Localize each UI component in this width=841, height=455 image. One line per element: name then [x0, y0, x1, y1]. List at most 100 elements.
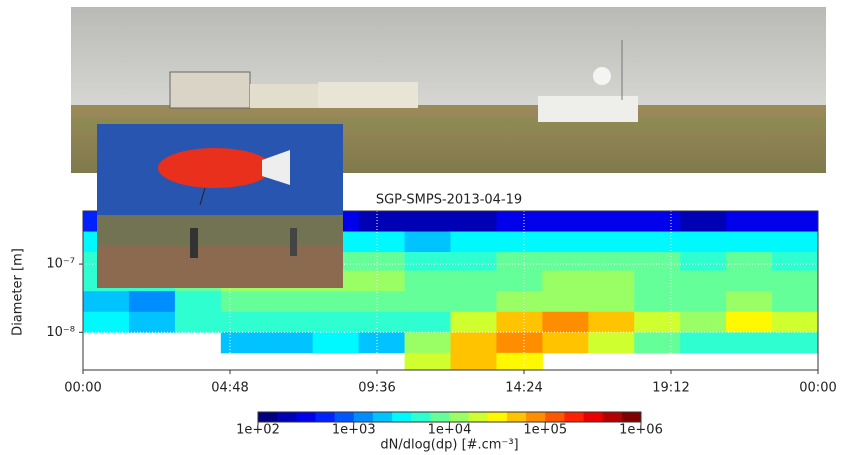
heatmap-cell	[267, 291, 313, 312]
x-tick-label: 00:00	[799, 381, 836, 396]
colorbar-segment	[450, 412, 470, 422]
heatmap-cell	[129, 312, 175, 333]
heatmap-cell	[405, 271, 451, 292]
heatmap-cell	[680, 291, 726, 312]
heatmap-cell	[588, 312, 634, 333]
heatmap-cell	[175, 312, 221, 333]
colorbar-segment	[296, 412, 316, 422]
heatmap-cell	[83, 291, 129, 312]
colorbar-segment	[277, 412, 297, 422]
colorbar-tick-label: 1e+03	[332, 423, 376, 438]
heatmap-cell	[451, 291, 497, 312]
heatmap-cell	[634, 252, 680, 271]
heatmap-cell	[359, 291, 405, 312]
heatmap-cell	[726, 252, 772, 271]
heatmap-cell	[405, 353, 451, 371]
heatmap-cell	[359, 211, 405, 232]
heatmap-cell	[772, 332, 818, 353]
heatmap-cell	[680, 232, 726, 253]
heatmap-cell	[359, 332, 405, 353]
heatmap-cell	[726, 271, 772, 292]
heatmap-cell	[496, 291, 542, 312]
colorbar-segment	[584, 412, 604, 422]
colorbar-segment	[392, 412, 412, 422]
colorbar-tick-label: 1e+04	[428, 423, 472, 438]
heatmap-cell	[451, 252, 497, 271]
heatmap-cell	[634, 291, 680, 312]
colorbar-segment	[603, 412, 623, 422]
x-tick-label: 14:24	[505, 381, 542, 396]
chart-title: SGP-SMPS-2013-04-19	[376, 193, 522, 208]
heatmap-cell	[634, 332, 680, 353]
heatmap-cell	[129, 291, 175, 312]
colorbar-segment	[545, 412, 565, 422]
colorbar-tick-label: 1e+02	[236, 423, 280, 438]
heatmap-cell	[542, 271, 588, 292]
heatmap-cell	[772, 271, 818, 292]
y-tick-label: 10⁻⁷	[46, 257, 75, 272]
heatmap-cell	[496, 332, 542, 353]
heatmap-cell	[772, 312, 818, 333]
heatmap-cell	[726, 332, 772, 353]
heatmap-cell	[588, 291, 634, 312]
heatmap-cell	[542, 232, 588, 253]
heatmap-cell	[496, 353, 542, 371]
heatmap-cell	[496, 232, 542, 253]
heatmap-cell	[588, 211, 634, 232]
heatmap-cell	[634, 211, 680, 232]
heatmap-cell	[588, 252, 634, 271]
heatmap-cell	[496, 211, 542, 232]
heatmap-cell	[359, 312, 405, 333]
heatmap-cell	[451, 353, 497, 371]
heatmap-cell	[451, 211, 497, 232]
colorbar-segment	[258, 412, 278, 422]
page: {"chart_data":{"type":"heatmap","title":…	[0, 0, 841, 455]
heatmap-cell	[313, 312, 359, 333]
colorbar-segment	[622, 412, 642, 422]
heatmap-cell	[496, 312, 542, 333]
heatmap-cell	[405, 211, 451, 232]
heatmap-cell	[451, 271, 497, 292]
heatmap-cell	[405, 291, 451, 312]
x-tick-label: 19:12	[652, 381, 689, 396]
heatmap-cell	[83, 312, 129, 333]
heatmap-cell	[588, 232, 634, 253]
colorbar-segment	[564, 412, 584, 422]
x-tick-label: 09:36	[358, 381, 395, 396]
heatmap-cell	[359, 271, 405, 292]
heatmap-cell	[175, 291, 221, 312]
heatmap-cell	[772, 291, 818, 312]
heatmap-cell	[772, 211, 818, 232]
heatmap-cell	[588, 271, 634, 292]
heatmap-cell	[451, 232, 497, 253]
blimp-photo	[97, 124, 343, 288]
heatmap-cell	[726, 211, 772, 232]
y-axis-title: Diameter [m]	[11, 248, 26, 336]
heatmap-cell	[451, 312, 497, 333]
heatmap-cell	[634, 271, 680, 292]
heatmap-cell	[267, 332, 313, 353]
heatmap-cell	[221, 332, 267, 353]
y-tick-label: 10⁻⁸	[46, 325, 75, 340]
heatmap-cell	[496, 252, 542, 271]
colorbar-segment	[430, 412, 450, 422]
heatmap-cell	[542, 332, 588, 353]
heatmap-cell	[542, 252, 588, 271]
colorbar-tick-label: 1e+06	[619, 423, 663, 438]
heatmap-cell	[772, 252, 818, 271]
heatmap-cell	[359, 232, 405, 253]
heatmap-cell	[726, 312, 772, 333]
heatmap-cell	[221, 291, 267, 312]
heatmap-cell	[588, 332, 634, 353]
heatmap-cell	[726, 291, 772, 312]
colorbar-segment	[526, 412, 546, 422]
heatmap-cell	[680, 252, 726, 271]
x-tick-label: 04:48	[211, 381, 248, 396]
heatmap-cell	[451, 332, 497, 353]
colorbar-segment	[488, 412, 508, 422]
colorbar-segment	[335, 412, 355, 422]
heatmap-cell	[496, 271, 542, 292]
heatmap-cell	[267, 312, 313, 333]
colorbar-segment	[315, 412, 335, 422]
x-tick-label: 00:00	[64, 381, 101, 396]
